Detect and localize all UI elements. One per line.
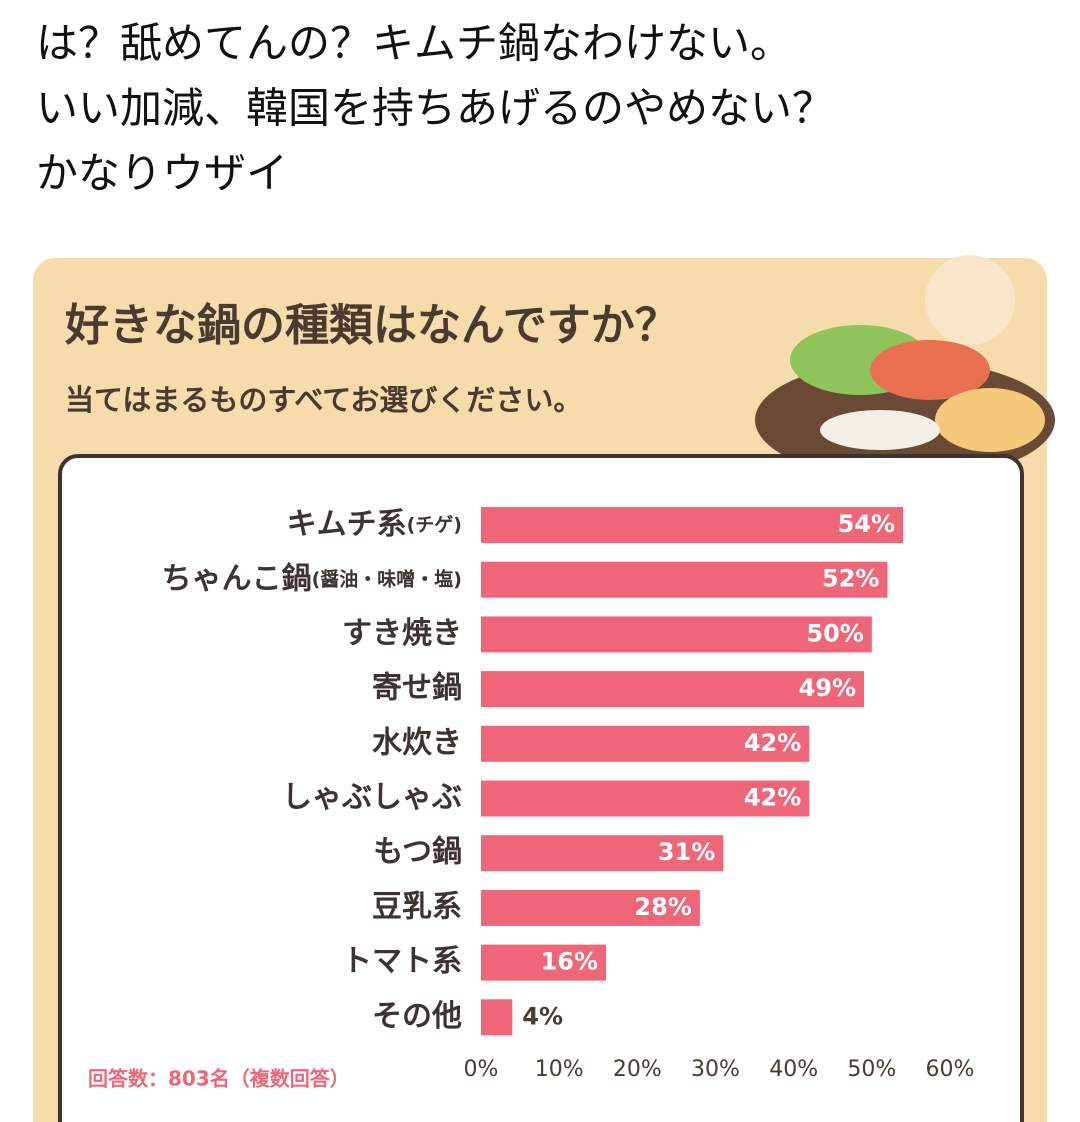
y-tick-label: ちゃんこ鍋(醤油・味噌・塩) <box>162 561 462 596</box>
y-tick-label: もつ鍋 <box>373 835 462 870</box>
bar <box>481 944 607 981</box>
bar <box>481 889 700 926</box>
x-tick-label: 50% <box>847 1057 896 1082</box>
bar <box>481 671 865 708</box>
value-label: 50% <box>806 619 863 647</box>
value-label: 4% <box>522 1002 563 1030</box>
x-tick-label: 10% <box>535 1057 584 1082</box>
value-label: 31% <box>658 838 715 866</box>
bar <box>481 507 904 543</box>
chart-note: 回答数：803名（複数回答） <box>88 1067 350 1091</box>
y-tick-label: キムチ系(チゲ) <box>287 507 462 542</box>
value-label: 28% <box>634 893 691 921</box>
post-text: いい加減、韓国を持ちあげるのやめない？ <box>36 84 834 133</box>
value-label: 49% <box>799 674 856 702</box>
x-tick-label: 0% <box>464 1057 499 1082</box>
bar <box>481 999 513 1036</box>
y-tick-label: しゃぶしゃぶ <box>282 780 462 815</box>
bar <box>481 835 724 872</box>
y-tick-label: 水炊き <box>372 725 462 760</box>
post-text: は？舐めてんの？キムチ鍋なわけない。 <box>36 19 792 68</box>
bar <box>481 780 810 817</box>
x-tick-label: 40% <box>769 1057 818 1082</box>
value-label: 52% <box>822 565 879 593</box>
value-label: 42% <box>744 729 801 757</box>
post-text: かなりウザイ <box>36 149 288 198</box>
bar <box>481 561 888 598</box>
y-tick-label: 豆乳系 <box>372 889 462 924</box>
x-tick-label: 20% <box>613 1057 662 1082</box>
chart-subtitle: 当てはまるものすべてお選びください。 <box>65 383 582 417</box>
value-label: 16% <box>541 948 598 976</box>
value-label: 42% <box>744 784 801 812</box>
food-decoration <box>755 255 1055 480</box>
y-tick-label: すき焼き <box>342 616 462 651</box>
bar <box>481 616 872 653</box>
y-tick-label: トマト系 <box>342 944 462 979</box>
x-tick-label: 30% <box>691 1057 740 1082</box>
bar <box>481 725 810 762</box>
y-tick-label: その他 <box>372 999 462 1034</box>
y-tick-label: 寄せ鍋 <box>372 671 462 706</box>
x-tick-label: 60% <box>926 1057 975 1082</box>
chart-title: 好きな鍋の種類はなんですか？ <box>64 300 679 351</box>
value-label: 54% <box>838 510 895 538</box>
